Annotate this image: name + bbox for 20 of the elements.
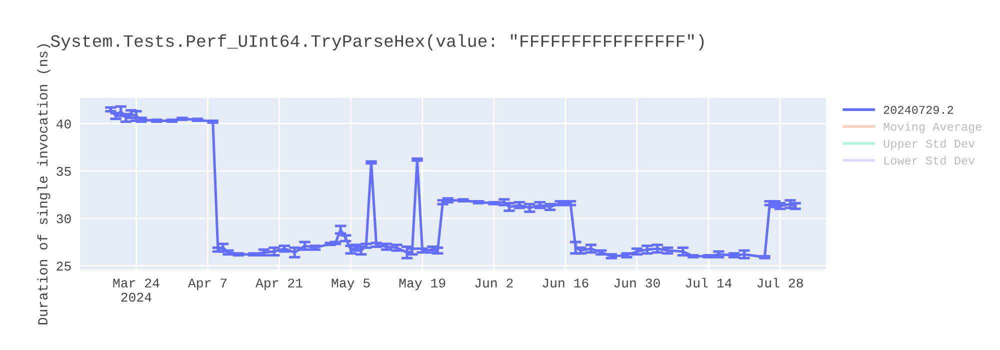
x-tick-label: May 5: [332, 278, 370, 290]
y-tick-label: 40: [56, 120, 71, 128]
x-tick-label: Jul 14: [686, 278, 732, 288]
legend-label: Upper Std Dev: [884, 139, 975, 150]
legend-label: Lower Std Dev: [884, 156, 975, 165]
y-tick-label: 35: [56, 166, 71, 176]
x-tick-label: May 19: [399, 278, 446, 290]
chart-title: System.Tests.Perf_UInt64.TryParseHex(value: "FFFFFFFFFFFFFFFF"): [50, 34, 704, 50]
legend-label: Moving Average: [884, 122, 982, 134]
x-tick-label: Apr 21: [256, 278, 302, 290]
y-axis-title: Duration of single invocation (ns): [37, 44, 50, 324]
x-tick-label: Jun 16: [542, 278, 588, 288]
y-tick-label: 30: [56, 214, 71, 224]
y-tick-label: 25: [56, 262, 71, 271]
x-tick-label: Jun 30: [614, 278, 660, 288]
x-tick-label: Jun 2: [475, 278, 513, 288]
x-tick-label: Mar 24 2024: [113, 278, 160, 302]
x-tick-label: Jul 28: [757, 278, 803, 288]
x-tick-label: Apr 7: [188, 278, 227, 290]
legend-label: 20240729.2: [884, 106, 954, 114]
